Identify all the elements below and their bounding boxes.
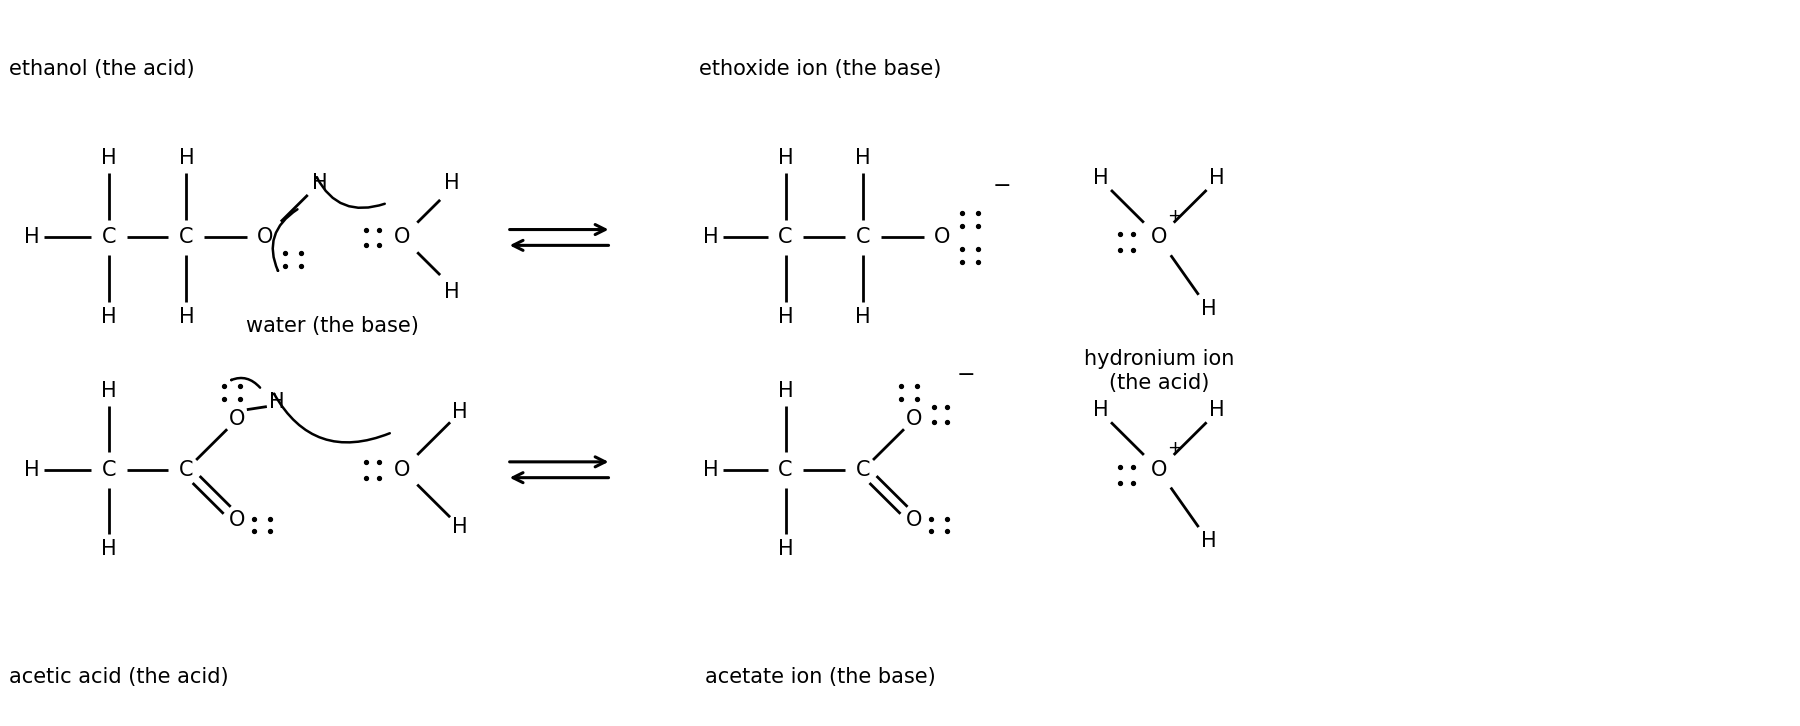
FancyArrowPatch shape bbox=[274, 209, 297, 271]
Text: H: H bbox=[855, 148, 871, 168]
Text: H: H bbox=[1201, 531, 1217, 551]
Text: C: C bbox=[101, 227, 115, 248]
Text: H: H bbox=[311, 173, 328, 193]
Text: O: O bbox=[905, 510, 922, 530]
Text: C: C bbox=[857, 460, 871, 480]
Text: O: O bbox=[394, 227, 410, 248]
Text: H: H bbox=[452, 517, 468, 537]
Text: O: O bbox=[1150, 227, 1166, 248]
Text: +: + bbox=[1166, 207, 1183, 225]
Text: C: C bbox=[857, 227, 871, 248]
Text: H: H bbox=[778, 539, 794, 559]
Text: H: H bbox=[778, 306, 794, 327]
Text: C: C bbox=[178, 227, 194, 248]
FancyArrowPatch shape bbox=[230, 378, 259, 388]
Text: water (the base): water (the base) bbox=[247, 317, 419, 336]
Text: acetic acid (the acid): acetic acid (the acid) bbox=[9, 667, 229, 688]
FancyArrowPatch shape bbox=[274, 393, 391, 442]
Text: ethoxide ion (the base): ethoxide ion (the base) bbox=[698, 60, 941, 79]
Text: H: H bbox=[23, 227, 40, 248]
Text: H: H bbox=[855, 306, 871, 327]
Text: O: O bbox=[934, 227, 950, 248]
Text: H: H bbox=[704, 460, 718, 480]
Text: H: H bbox=[704, 227, 718, 248]
Text: H: H bbox=[1210, 168, 1224, 188]
Text: +: + bbox=[1166, 439, 1183, 457]
Text: −: − bbox=[956, 365, 976, 385]
Text: H: H bbox=[101, 380, 117, 401]
Text: C: C bbox=[178, 460, 194, 480]
Text: −: − bbox=[992, 176, 1012, 196]
Text: H: H bbox=[778, 380, 794, 401]
Text: C: C bbox=[778, 460, 792, 480]
Text: C: C bbox=[778, 227, 792, 248]
Text: H: H bbox=[445, 173, 459, 193]
Text: H: H bbox=[178, 148, 194, 168]
Text: O: O bbox=[229, 409, 245, 430]
Text: C: C bbox=[101, 460, 115, 480]
Text: O: O bbox=[257, 227, 274, 248]
Text: O: O bbox=[905, 409, 922, 430]
Text: H: H bbox=[778, 148, 794, 168]
Text: ethanol (the acid): ethanol (the acid) bbox=[9, 60, 194, 79]
Text: H: H bbox=[268, 391, 284, 412]
Text: H: H bbox=[1210, 401, 1224, 420]
Text: H: H bbox=[1093, 168, 1109, 188]
Text: O: O bbox=[229, 510, 245, 530]
Text: H: H bbox=[178, 306, 194, 327]
Text: H: H bbox=[1201, 298, 1217, 319]
Text: O: O bbox=[1150, 460, 1166, 480]
Text: H: H bbox=[23, 460, 40, 480]
Text: H: H bbox=[445, 282, 459, 302]
Text: H: H bbox=[452, 402, 468, 423]
Text: H: H bbox=[101, 539, 117, 559]
Text: H: H bbox=[101, 306, 117, 327]
FancyArrowPatch shape bbox=[317, 177, 385, 208]
Text: H: H bbox=[1093, 401, 1109, 420]
Text: O: O bbox=[394, 460, 410, 480]
Text: acetate ion (the base): acetate ion (the base) bbox=[706, 667, 936, 688]
Text: H: H bbox=[101, 148, 117, 168]
Text: hydronium ion
(the acid): hydronium ion (the acid) bbox=[1084, 349, 1235, 393]
